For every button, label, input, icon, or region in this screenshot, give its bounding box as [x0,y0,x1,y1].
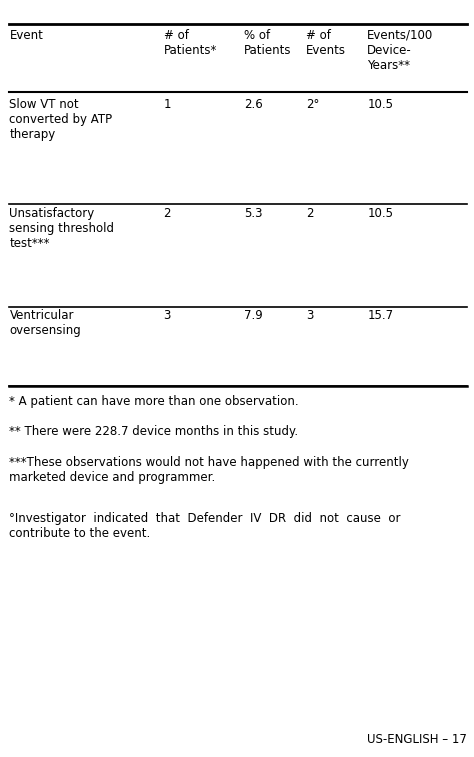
Text: ** There were 228.7 device months in this study.: ** There were 228.7 device months in thi… [9,425,299,438]
Text: # of
Events: # of Events [306,29,346,57]
Text: US-ENGLISH – 17: US-ENGLISH – 17 [367,733,467,746]
Text: Event: Event [9,29,43,42]
Text: Ventricular
oversensing: Ventricular oversensing [9,309,81,337]
Text: 3: 3 [164,309,171,322]
Text: 1: 1 [164,98,171,111]
Text: 10.5: 10.5 [367,98,393,111]
Text: * A patient can have more than one observation.: * A patient can have more than one obser… [9,395,299,408]
Text: % of
Patients: % of Patients [244,29,292,57]
Text: 3: 3 [306,309,313,322]
Text: Slow VT not
converted by ATP
therapy: Slow VT not converted by ATP therapy [9,98,113,142]
Text: 7.9: 7.9 [244,309,263,322]
Text: 2.6: 2.6 [244,98,263,111]
Text: 2: 2 [164,207,171,220]
Text: 10.5: 10.5 [367,207,393,220]
Text: 5.3: 5.3 [244,207,263,220]
Text: Events/100
Device-
Years**: Events/100 Device- Years** [367,29,434,72]
Text: Unsatisfactory
sensing threshold
test***: Unsatisfactory sensing threshold test*** [9,207,115,251]
Text: # of
Patients*: # of Patients* [164,29,217,57]
Text: °Investigator  indicated  that  Defender  IV  DR  did  not  cause  or
contribute: °Investigator indicated that Defender IV… [9,512,401,540]
Text: 15.7: 15.7 [367,309,393,322]
Text: ***These observations would not have happened with the currently
marketed device: ***These observations would not have hap… [9,456,410,484]
Text: 2°: 2° [306,98,319,111]
Text: 2: 2 [306,207,313,220]
